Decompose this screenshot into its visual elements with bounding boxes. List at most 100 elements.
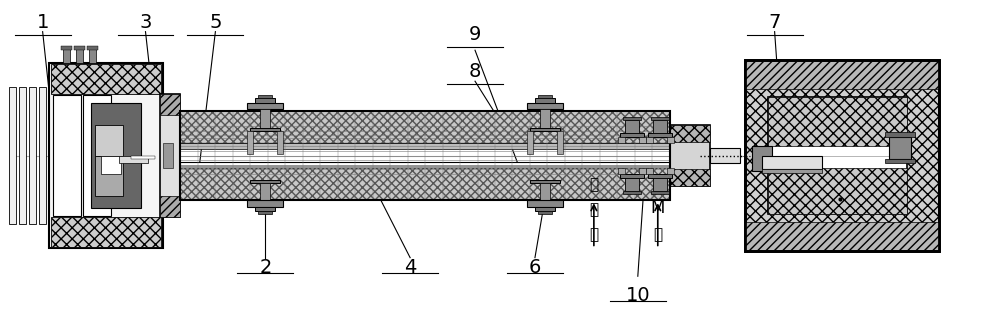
Bar — [160, 94, 180, 217]
Bar — [180, 111, 670, 143]
Bar — [163, 143, 173, 168]
Bar — [51, 64, 161, 94]
Text: 第: 第 — [653, 178, 662, 193]
Bar — [653, 120, 667, 132]
Bar — [768, 168, 907, 214]
Bar — [557, 131, 563, 154]
Bar — [255, 207, 275, 211]
Bar — [180, 166, 670, 168]
Bar — [745, 59, 939, 252]
Bar — [752, 146, 772, 171]
Bar — [620, 174, 644, 179]
Bar — [670, 124, 710, 142]
Bar — [258, 211, 272, 214]
Bar — [247, 131, 253, 154]
Bar — [653, 179, 667, 191]
Text: 第: 第 — [589, 178, 598, 193]
Bar — [538, 95, 552, 98]
Bar — [160, 196, 180, 217]
Bar — [180, 143, 670, 149]
Bar — [91, 103, 140, 208]
Bar — [247, 103, 283, 109]
Bar — [639, 168, 646, 174]
Bar — [260, 183, 270, 200]
Bar — [625, 179, 639, 191]
Bar — [119, 156, 148, 163]
Bar — [180, 111, 670, 143]
Bar — [667, 137, 674, 143]
Bar — [762, 156, 822, 169]
Bar — [538, 211, 552, 214]
Bar — [648, 132, 672, 137]
Bar — [646, 168, 653, 174]
Bar — [618, 168, 625, 174]
Bar — [89, 46, 96, 63]
Text: 6: 6 — [529, 258, 541, 277]
Text: 2: 2 — [259, 258, 272, 277]
Bar — [180, 162, 670, 166]
Bar — [535, 207, 555, 211]
Text: 一: 一 — [589, 202, 598, 217]
Bar — [180, 168, 670, 200]
Text: 4: 4 — [404, 258, 416, 277]
Bar — [39, 87, 46, 224]
Bar — [762, 169, 822, 173]
Bar — [540, 183, 550, 200]
Bar — [49, 63, 163, 248]
Bar — [535, 98, 555, 103]
Bar — [76, 46, 83, 63]
Bar — [885, 132, 915, 137]
Bar — [74, 46, 85, 50]
Bar — [83, 95, 111, 216]
Bar — [889, 137, 911, 159]
Bar — [61, 46, 72, 50]
Bar — [651, 191, 669, 194]
Bar — [646, 137, 653, 143]
Bar — [53, 95, 81, 216]
Bar — [250, 180, 280, 183]
Bar — [95, 124, 123, 156]
Text: 7: 7 — [768, 13, 781, 32]
Bar — [247, 200, 283, 207]
Text: 1: 1 — [36, 13, 49, 32]
Text: 3: 3 — [139, 13, 152, 32]
Bar — [255, 98, 275, 103]
Bar — [623, 117, 641, 120]
Bar — [540, 109, 550, 129]
Bar — [625, 120, 639, 132]
Bar — [250, 128, 280, 131]
Bar — [530, 180, 560, 183]
Text: M: M — [651, 199, 665, 217]
Bar — [620, 132, 644, 137]
Bar — [258, 95, 272, 98]
Bar — [710, 148, 740, 163]
Bar — [160, 94, 180, 115]
Text: 个: 个 — [589, 227, 598, 242]
Bar — [768, 97, 907, 146]
Bar — [180, 168, 670, 200]
Bar — [29, 87, 36, 224]
Bar — [670, 169, 710, 187]
Bar — [651, 117, 669, 120]
Text: 8: 8 — [469, 62, 481, 81]
Bar — [745, 59, 939, 252]
Bar — [9, 87, 16, 224]
Bar — [618, 137, 625, 143]
Text: 5: 5 — [209, 13, 222, 32]
Bar — [277, 131, 283, 154]
Bar — [131, 156, 155, 159]
Bar — [639, 137, 646, 143]
Bar — [623, 191, 641, 194]
Bar — [885, 159, 915, 163]
Text: 个: 个 — [653, 227, 662, 242]
Bar — [260, 109, 270, 129]
Bar — [745, 222, 939, 250]
Bar — [51, 217, 161, 247]
Bar — [95, 156, 123, 196]
Bar — [180, 111, 670, 200]
Bar — [63, 46, 70, 63]
Bar — [667, 168, 674, 174]
Bar — [670, 124, 710, 187]
Bar — [745, 61, 939, 89]
Bar — [768, 97, 907, 214]
